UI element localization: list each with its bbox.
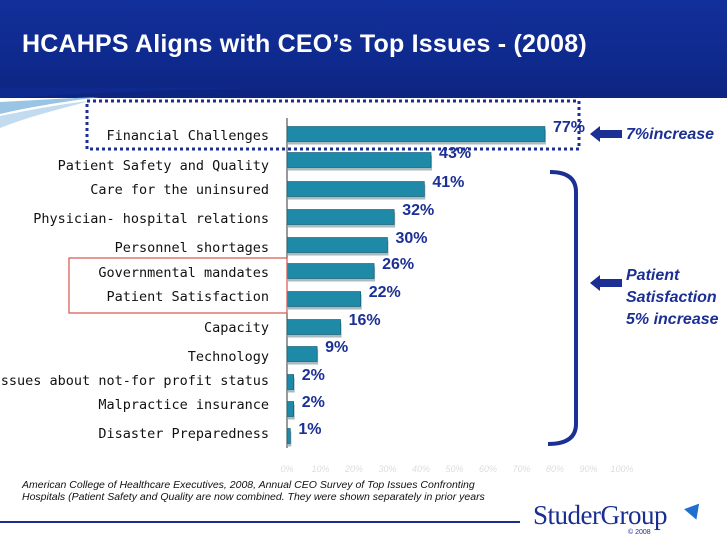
source-line-2: Hospitals (Patient Safety and Quality ar… (22, 491, 485, 503)
arrow-financial-icon (590, 126, 622, 142)
bar (286, 374, 294, 390)
bar (286, 126, 546, 142)
value-label: 22% (369, 284, 401, 301)
value-label: 30% (396, 230, 428, 247)
value-label: 16% (349, 312, 381, 329)
studer-group-logo: StuderGroup (533, 500, 667, 530)
bar (286, 209, 395, 225)
value-label: 26% (382, 256, 414, 273)
value-label: 41% (432, 174, 464, 191)
satisfaction-note-line-1: Patient (626, 267, 680, 284)
logo-copyright: © 2008 (628, 529, 651, 536)
category-label: Governmental mandates (98, 265, 269, 281)
x-tick-label: 70% (512, 464, 530, 474)
highlight-box-satisfaction (68, 257, 288, 314)
bar (286, 346, 318, 362)
x-tick-label: 60% (479, 464, 497, 474)
category-label: Patient Satisfaction (106, 289, 269, 305)
bar (286, 291, 361, 307)
value-label: 43% (439, 145, 471, 162)
x-tick-label: 50% (445, 464, 463, 474)
bar (286, 181, 425, 197)
category-label: Capacity (204, 320, 269, 336)
value-label: 32% (402, 202, 434, 219)
value-label: 2% (302, 394, 325, 411)
value-label: 9% (325, 339, 348, 356)
category-label: Disaster Preparedness (98, 426, 269, 442)
bar (286, 263, 375, 279)
chart-layer: Financial Challenges 77% Patient Safety an… (0, 118, 634, 474)
x-tick-label: 40% (412, 464, 430, 474)
bar (286, 237, 388, 253)
bar (286, 319, 341, 335)
slide-title: HCAHPS Aligns with CEO’s Top Issues - (2… (22, 30, 587, 58)
source-line-1: American College of Healthcare Executive… (22, 479, 475, 491)
x-tick-label: 0% (280, 464, 293, 474)
bar (286, 401, 294, 417)
category-label: Personnel shortages (115, 240, 269, 256)
x-tick-label: 20% (344, 464, 363, 474)
bar (286, 152, 432, 168)
category-label: Financial Challenges (106, 128, 269, 144)
category-label: Patient Safety and Quality (58, 158, 269, 174)
satisfaction-note-line-2: Satisfaction (626, 289, 717, 306)
satisfaction-note-line-3: 5% increase (626, 311, 719, 328)
footer-rule (0, 521, 520, 523)
category-label: Physician- hospital relations (33, 211, 269, 227)
x-tick-label: 100% (610, 464, 633, 474)
x-tick-label: 30% (378, 464, 396, 474)
arrow-satisfaction-icon (590, 275, 622, 291)
value-label: 77% (553, 119, 585, 136)
category-label: Malpractice insurance (98, 397, 269, 413)
x-tick-label: 90% (579, 464, 597, 474)
value-label: 2% (302, 367, 325, 384)
x-tick-label: 80% (546, 464, 564, 474)
satisfaction-bracket (547, 170, 578, 446)
title-bar: HCAHPS Aligns with CEO’s Top Issues - (2… (0, 0, 727, 98)
category-label: Issues about not-for profit status (0, 373, 269, 389)
highlight-box-financial (85, 99, 581, 151)
x-tick-label: 10% (311, 464, 329, 474)
bar (286, 428, 291, 444)
financial-increase-note: 7%increase (626, 126, 715, 143)
value-label: 1% (298, 421, 321, 438)
category-label: Care for the uninsured (90, 182, 269, 198)
category-label: Technology (188, 349, 269, 365)
header-swoosh-decoration (0, 88, 260, 128)
